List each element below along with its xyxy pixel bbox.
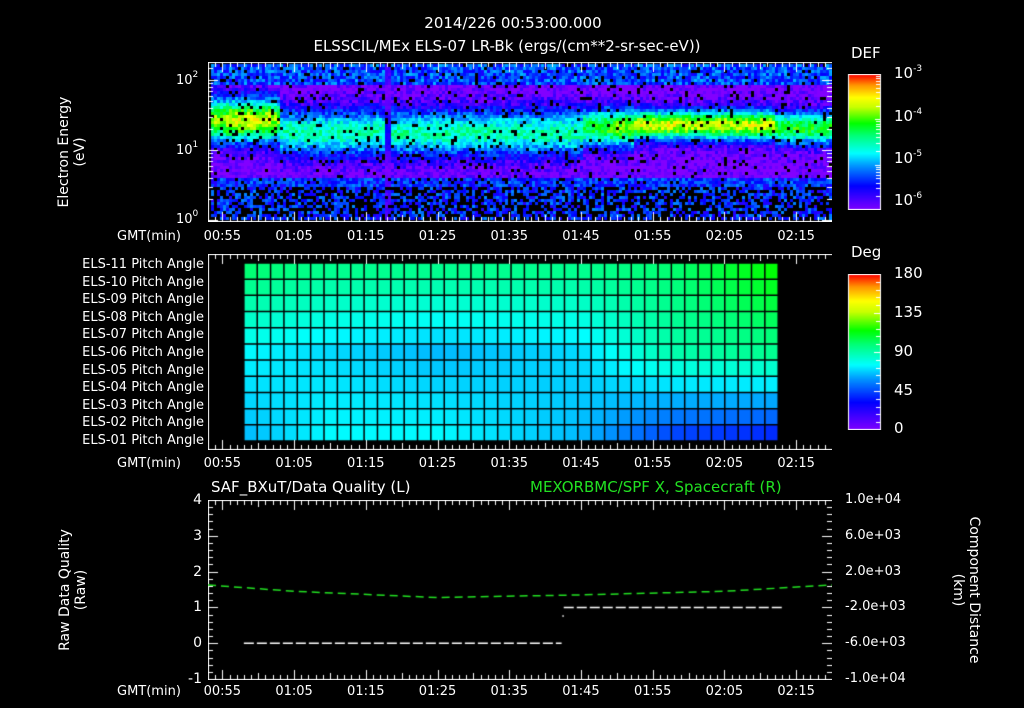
energy-tick-10: 101 bbox=[176, 140, 199, 158]
deg-colorbar bbox=[846, 274, 906, 430]
time-tick-label: 02:15 bbox=[777, 684, 815, 699]
def-tick-1e-6: 10-6 bbox=[894, 191, 923, 209]
quality-axis-unit: (Raw) bbox=[73, 569, 89, 611]
distance-axis-label: Component Distance (km) bbox=[950, 490, 982, 690]
distance-tick-label: -6.0e+03 bbox=[845, 635, 906, 651]
time-tick-label: 01:45 bbox=[562, 456, 600, 471]
deg-colorbar-title: Deg bbox=[851, 243, 882, 261]
distance-axis-unit: (km) bbox=[950, 573, 966, 607]
pitch-angle-row-label: ELS-01 Pitch Angle bbox=[82, 433, 204, 448]
time-axis-label-2: GMT(min) bbox=[117, 456, 181, 471]
pitch-angle-row-label: ELS-05 Pitch Angle bbox=[82, 362, 204, 378]
time-tick-label: 00:55 bbox=[203, 229, 242, 244]
quality-distance-plot[interactable] bbox=[208, 500, 832, 680]
deg-tick-135: 135 bbox=[894, 303, 923, 321]
distance-tick-label: -2.0e+03 bbox=[845, 599, 906, 615]
energy-tick-1: 100 bbox=[176, 209, 199, 227]
quality-axis-title: Raw Data Quality bbox=[57, 529, 73, 651]
plot-subtitle: ELSSCIL/MEx ELS-07 LR-Bk (ergs/(cm**2-sr… bbox=[313, 37, 701, 55]
quality-tick-label: -1 bbox=[188, 671, 202, 687]
distance-tick-label: 2.0e+03 bbox=[845, 563, 902, 579]
time-tick-label: 01:35 bbox=[490, 684, 528, 699]
pitch-angle-row-label: ELS-02 Pitch Angle bbox=[82, 415, 204, 431]
quality-tick-label: 0 bbox=[193, 635, 202, 652]
deg-tick-0: 0 bbox=[894, 419, 904, 437]
pitch-angle-row-label: ELS-09 Pitch Angle bbox=[82, 292, 204, 308]
quality-tick-label: 3 bbox=[193, 527, 202, 544]
time-tick-label: 01:55 bbox=[633, 456, 672, 471]
left-series-title: SAF_BXuT/Data Quality (L) bbox=[211, 478, 411, 496]
quality-tick-label: 4 bbox=[193, 492, 202, 508]
time-axis-label-3: GMT(min) bbox=[117, 684, 181, 699]
time-tick-label: 00:55 bbox=[203, 684, 242, 699]
pitch-angle-row-label: ELS-04 Pitch Angle bbox=[82, 380, 204, 396]
time-tick-label: 01:25 bbox=[418, 456, 457, 471]
pitch-angle-row-label: ELS-07 Pitch Angle bbox=[82, 327, 204, 343]
time-tick-label: 02:15 bbox=[777, 456, 815, 471]
time-tick-label: 02:05 bbox=[705, 684, 744, 699]
plot-timestamp: 2014/226 00:53:00.000 bbox=[424, 14, 602, 32]
deg-tick-90: 90 bbox=[894, 342, 914, 360]
time-tick-label: 01:45 bbox=[562, 684, 600, 699]
time-tick-label: 01:05 bbox=[275, 456, 313, 471]
time-tick-label: 01:45 bbox=[562, 229, 600, 244]
distance-tick-label: 6.0e+03 bbox=[845, 527, 902, 543]
pitch-angle-row-label: ELS-08 Pitch Angle bbox=[82, 309, 204, 325]
deg-tick-45: 45 bbox=[894, 381, 914, 399]
time-tick-label: 02:15 bbox=[777, 229, 815, 244]
time-tick-label: 01:35 bbox=[490, 456, 528, 471]
distance-axis-title: Component Distance bbox=[966, 516, 982, 664]
distance-tick-label: 1.0e+04 bbox=[845, 492, 902, 507]
time-tick-label: 01:05 bbox=[275, 229, 313, 244]
energy-axis-unit: (eV) bbox=[72, 137, 88, 167]
time-tick-label: 01:55 bbox=[633, 684, 672, 699]
time-tick-label: 01:55 bbox=[633, 229, 672, 244]
time-tick-label: 01:05 bbox=[275, 684, 313, 699]
energy-tick-100: 102 bbox=[176, 70, 199, 88]
energy-spectrogram[interactable] bbox=[208, 62, 832, 222]
pitch-angle-row-label: ELS-06 Pitch Angle bbox=[82, 345, 204, 360]
time-tick-label: 02:05 bbox=[705, 456, 744, 471]
deg-tick-180: 180 bbox=[894, 264, 923, 282]
pitch-angle-row-label: ELS-03 Pitch Angle bbox=[82, 397, 204, 413]
energy-axis-label: Electron Energy (eV) bbox=[56, 62, 88, 242]
quality-axis-label: Raw Data Quality (Raw) bbox=[57, 505, 89, 675]
time-tick-label: 02:05 bbox=[705, 229, 744, 244]
pitch-angle-row-label: ELS-10 Pitch Angle bbox=[82, 274, 204, 290]
def-tick-1e-4: 10-4 bbox=[894, 107, 923, 125]
time-tick-label: 01:25 bbox=[418, 229, 457, 244]
time-tick-label: 01:15 bbox=[347, 456, 385, 471]
distance-tick-label: -1.0e+04 bbox=[845, 671, 906, 686]
def-tick-1e-5: 10-5 bbox=[894, 149, 923, 167]
time-tick-label: 01:15 bbox=[347, 684, 385, 699]
energy-axis-title: Electron Energy bbox=[56, 96, 72, 208]
quality-tick-label: 2 bbox=[193, 563, 202, 580]
quality-tick-label: 1 bbox=[193, 599, 202, 616]
right-series-title: MEXORBMC/SPF X, Spacecraft (R) bbox=[530, 478, 782, 496]
def-tick-1e-3: 10-3 bbox=[894, 64, 923, 82]
time-tick-label: 01:15 bbox=[347, 229, 385, 244]
time-axis-label-1: GMT(min) bbox=[117, 229, 181, 244]
time-tick-label: 00:55 bbox=[203, 456, 242, 471]
def-colorbar bbox=[846, 74, 906, 210]
pitch-angle-row-label: ELS-11 Pitch Angle bbox=[82, 257, 204, 272]
def-colorbar-title: DEF bbox=[851, 44, 881, 62]
time-tick-label: 01:35 bbox=[490, 229, 528, 244]
time-tick-label: 01:25 bbox=[418, 684, 457, 699]
pitch-angle-grid[interactable] bbox=[208, 254, 832, 450]
